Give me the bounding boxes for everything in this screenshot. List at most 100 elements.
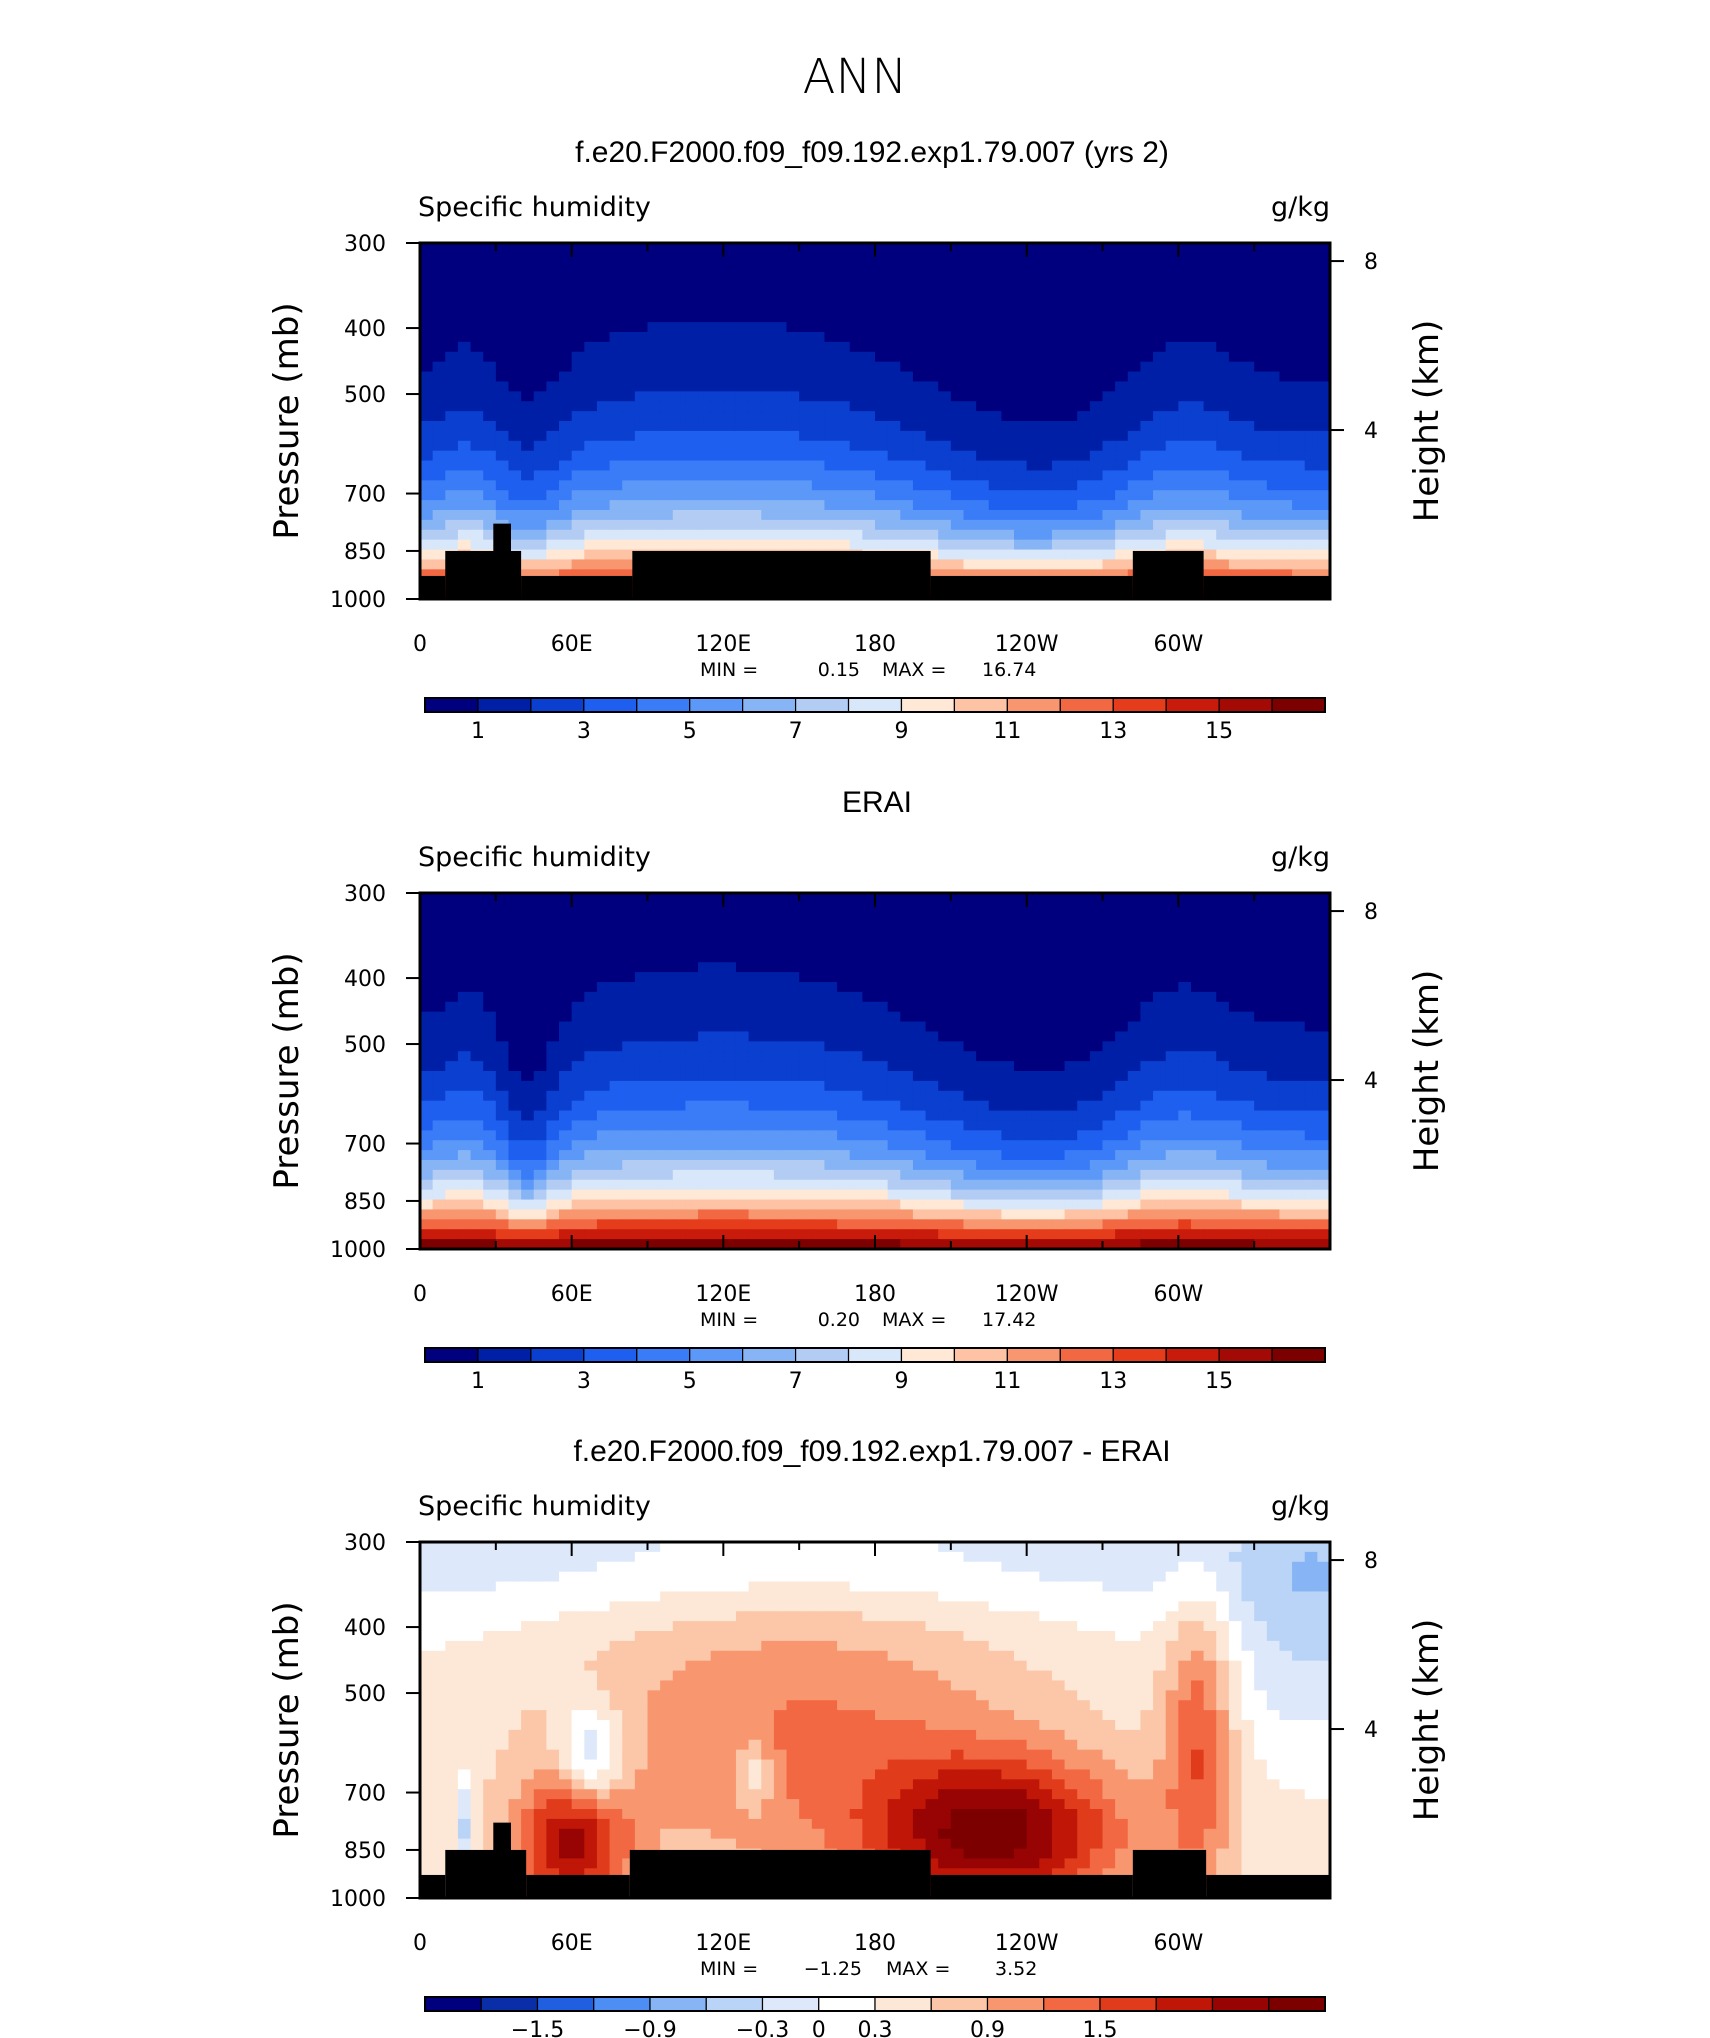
field-cell (735, 262, 750, 274)
field-cell (849, 1031, 863, 1042)
field-cell (445, 1130, 459, 1141)
field-cell (1014, 912, 1028, 924)
field-cell (1089, 1031, 1104, 1042)
field-cell (546, 490, 560, 501)
field-cell (1102, 569, 1116, 580)
field-cell (609, 430, 623, 442)
field-cell (761, 1071, 775, 1082)
field-cell (1304, 430, 1318, 442)
field-cell (634, 1061, 649, 1072)
field-cell (546, 1011, 560, 1023)
field-cell (1115, 1199, 1129, 1211)
field-cell (1228, 1090, 1243, 1102)
field-cell (1178, 262, 1192, 274)
field-cell (988, 490, 1002, 501)
field-cell (445, 262, 459, 274)
field-cell (1089, 1100, 1104, 1112)
field-cell (470, 312, 484, 323)
field-cell (837, 1140, 851, 1151)
field-cell (596, 1169, 611, 1181)
field-cell (634, 243, 649, 254)
field-cell (1102, 351, 1116, 363)
field-cell (1014, 282, 1028, 294)
field-cell (521, 893, 535, 904)
field-cell (672, 902, 687, 914)
field-cell (1127, 292, 1142, 303)
field-cell (1165, 510, 1179, 521)
field-cell (786, 893, 800, 904)
field-cell (875, 1021, 889, 1033)
field-cell (1216, 1061, 1230, 1072)
field-cell (1115, 351, 1129, 363)
field-cell (748, 1189, 762, 1201)
field-cell (875, 361, 889, 373)
field-cell (457, 1130, 472, 1141)
field-cell (622, 902, 636, 914)
field-cell (1140, 292, 1154, 303)
field-cell (685, 893, 699, 904)
field-cell (773, 519, 788, 531)
field-cell (799, 922, 813, 934)
field-cell (950, 450, 965, 462)
field-cell (1115, 952, 1129, 963)
field-cell (445, 450, 459, 462)
field-cell (963, 470, 977, 481)
field-cell (1241, 1150, 1255, 1161)
field-cell (723, 972, 737, 983)
field-cell (912, 391, 927, 402)
colorbar-swatch (847, 697, 903, 713)
field-cell (1254, 902, 1268, 914)
field-cell (495, 460, 510, 472)
field-cell (1304, 351, 1318, 363)
field-cell (584, 332, 598, 343)
field-cell (710, 902, 724, 914)
field-cell (596, 1051, 611, 1062)
field-cell (1140, 1199, 1154, 1211)
field-cell (1039, 1080, 1053, 1092)
field-cell (1026, 322, 1040, 333)
field-cell (1304, 391, 1318, 402)
field-cell (1241, 1120, 1255, 1131)
field-cell (748, 322, 762, 333)
field-cell (546, 371, 560, 383)
field-cell (912, 460, 927, 472)
field-cell (508, 272, 522, 284)
field-cell (976, 1071, 990, 1082)
field-cell (1304, 1071, 1318, 1082)
field-cell (660, 952, 674, 963)
field-cell (457, 1120, 472, 1131)
field-cell (799, 243, 813, 254)
field-cell (432, 1160, 446, 1171)
field-cell (1266, 952, 1281, 963)
field-cell (900, 912, 914, 924)
field-cell (887, 510, 901, 521)
field-cell (559, 1150, 573, 1161)
field-cell (596, 893, 611, 904)
field-cell (546, 292, 560, 303)
field-cell (634, 1130, 649, 1141)
field-cell (1089, 302, 1104, 313)
field-cell (1279, 1140, 1293, 1151)
field-cell (723, 1110, 737, 1122)
field-cell (963, 1110, 977, 1122)
field-cell (445, 312, 459, 323)
field-cell (938, 1100, 952, 1112)
field-cell (735, 1169, 750, 1181)
field-cell (1001, 312, 1015, 323)
field-cell (773, 1140, 788, 1151)
field-cell (698, 991, 712, 1003)
field-cell (546, 529, 560, 541)
field-cell (1077, 1120, 1091, 1131)
field-cell (849, 1169, 863, 1181)
field-cell (811, 470, 826, 481)
field-cell (634, 932, 649, 944)
field-cell (559, 932, 573, 944)
field-cell (1178, 490, 1192, 501)
field-cell (1102, 539, 1116, 551)
field-cell (1254, 1120, 1268, 1131)
field-cell (698, 529, 712, 541)
field-cell (824, 902, 838, 914)
field-cell (1241, 1090, 1255, 1102)
field-cell (887, 922, 901, 934)
field-cell (1026, 490, 1040, 501)
